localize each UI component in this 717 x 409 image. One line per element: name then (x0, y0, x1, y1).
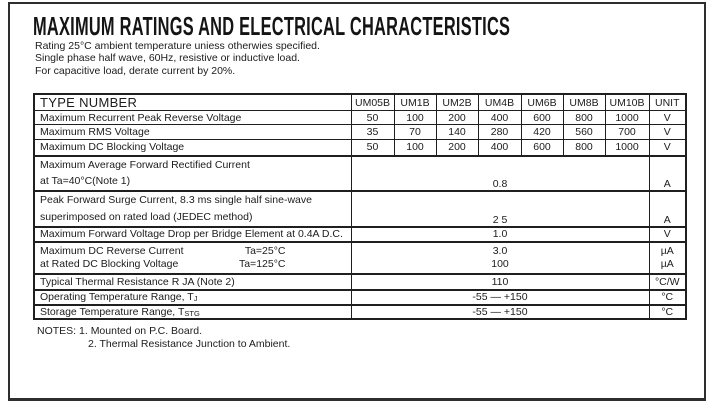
row-avg-forward-current: Maximum Average Forward Rectified Curren… (33, 154, 687, 191)
condition-line-2: Single phase half wave, 60Hz, resistive … (35, 52, 300, 65)
unit-cell: °C/W (648, 272, 687, 290)
unit-cell: V (648, 139, 687, 156)
value-cell: 1000 (604, 110, 650, 125)
param-subscript: J (193, 294, 198, 303)
param-cell: Storage Temperature Range, TSTG (33, 303, 352, 319)
value-line-1: 3.0 (492, 244, 508, 257)
rating-conditions: Rating 25°C ambient temperature uniess o… (35, 40, 320, 77)
row-dc-blocking-voltage: Maximum DC Blocking Voltage 50 100 200 4… (33, 139, 687, 156)
value-cell: 400 (477, 110, 522, 125)
unit-cell: °C (648, 303, 687, 319)
datasheet-page-frame: MAXIMUM RATINGS AND ELECTRICAL CHARACTER… (8, 2, 706, 401)
param-cell: Maximum RMS Voltage (33, 124, 352, 140)
notes-label: NOTES: (37, 325, 77, 337)
value-cell: 800 (562, 139, 606, 156)
value-cell: 420 (520, 124, 564, 140)
merged-value-cell: 1.0 (350, 225, 650, 242)
row-forward-voltage-drop: Maximum Forward Voltage Drop per Bridge … (33, 225, 687, 242)
col-header-um8b: UM8B (562, 93, 606, 111)
row-peak-reverse-voltage: Maximum Recurrent Peak Reverse Voltage 5… (33, 110, 687, 125)
col-header-um05b: UM05B (350, 93, 395, 111)
param-cell: Maximum Recurrent Peak Reverse Voltage (33, 110, 352, 125)
row-thermal-resistance: Typical Thermal Resistance R JA (Note 2)… (33, 272, 687, 290)
value-cell: 50 (350, 139, 395, 156)
row-operating-temperature: Operating Temperature Range, TJ -55 — +1… (33, 288, 687, 305)
value-cell: 400 (477, 139, 522, 156)
note-line-1: NOTES: 1. Mounted on P.C. Board. (37, 325, 290, 338)
param-line-1: Maximum Average Forward Rectified Curren… (40, 158, 250, 171)
param-cell: Maximum Average Forward Rectified Curren… (33, 154, 352, 191)
row-dc-reverse-current: Maximum DC Reverse Current Ta=25°C at Ra… (33, 240, 687, 274)
merged-value-cell: -55 — +150 (350, 288, 650, 305)
param-line-2: superimposed on rated load (JEDEC method… (40, 210, 253, 223)
value-cell: 600 (520, 139, 564, 156)
param-cell: Maximum Forward Voltage Drop per Bridge … (33, 225, 352, 242)
unit-line-2: µA (660, 257, 674, 270)
notes-block: NOTES: 1. Mounted on P.C. Board. 2. Ther… (37, 325, 290, 350)
param-subscript: STG (184, 308, 200, 318)
value-line-2: 100 (491, 257, 509, 270)
row-surge-current: Peak Forward Surge Current, 8.3 ms singl… (33, 189, 687, 227)
value-cell: 1000 (604, 139, 650, 156)
merged-value-cell: 110 (350, 272, 650, 290)
page-title: MAXIMUM RATINGS AND ELECTRICAL CHARACTER… (33, 11, 511, 41)
col-header-um1b: UM1B (393, 93, 437, 111)
param-cell: Typical Thermal Resistance R JA (Note 2) (33, 272, 352, 290)
note-2: 2. Thermal Resistance Junction to Ambien… (88, 337, 291, 350)
param-cell: Operating Temperature Range, TJ (33, 288, 352, 305)
param-line-1: Maximum DC Reverse Current (40, 244, 184, 257)
merged-value-cell: -55 — +150 (350, 303, 650, 319)
note-line-2: 2. Thermal Resistance Junction to Ambien… (88, 338, 290, 351)
value-cell: 560 (562, 124, 606, 140)
param-line-2: at Rated DC Blocking Voltage (40, 257, 179, 270)
row-storage-temperature: Storage Temperature Range, TSTG -55 — +1… (33, 303, 687, 319)
unit-cell: °C (648, 288, 687, 305)
param-cell: Maximum DC Blocking Voltage (33, 139, 352, 156)
unit-cell: V (648, 124, 687, 140)
merged-value-cell: 3.0 100 (350, 240, 650, 274)
value-cell: 200 (435, 139, 479, 156)
value-cell: 600 (520, 110, 564, 125)
value-cell: 280 (477, 124, 522, 140)
condition-ta125: Ta=125°C (238, 257, 286, 270)
merged-value-cell: 2 5 (350, 189, 650, 227)
param-cell: Peak Forward Surge Current, 8.3 ms singl… (33, 189, 352, 227)
value-cell: 100 (393, 110, 437, 125)
condition-ta25: Ta=25°C (244, 244, 286, 257)
col-header-unit: UNIT (648, 93, 687, 111)
param-cell: Maximum DC Reverse Current Ta=25°C at Ra… (33, 240, 352, 274)
col-header-um2b: UM2B (435, 93, 479, 111)
param-text: Storage Temperature Range, T (40, 305, 185, 318)
ratings-table: TYPE NUMBER UM05B UM1B UM2B UM4B UM6B UM… (33, 93, 687, 320)
col-header-um10b: UM10B (604, 93, 650, 111)
condition-line-3: For capacitive load, derate current by 2… (35, 64, 236, 77)
row-rms-voltage: Maximum RMS Voltage 35 70 140 280 420 56… (33, 124, 687, 140)
value-cell: 700 (604, 124, 650, 140)
unit-cell: µA µA (648, 240, 687, 274)
col-header-um4b: UM4B (477, 93, 522, 111)
unit-line-1: µA (660, 244, 674, 257)
condition-line-1: Rating 25°C ambient temperature uniess o… (35, 40, 320, 52)
note-1: 1. Mounted on P.C. Board. (79, 325, 202, 337)
value-cell: 50 (350, 110, 395, 125)
unit-cell: V (648, 225, 687, 242)
param-line-1: Peak Forward Surge Current, 8.3 ms singl… (40, 193, 312, 206)
table-header-row: TYPE NUMBER UM05B UM1B UM2B UM4B UM6B UM… (33, 93, 687, 111)
value-cell: 800 (562, 110, 606, 125)
param-line-2: at Ta=40°C(Note 1) (40, 174, 131, 187)
value-cell: 100 (393, 139, 437, 156)
merged-value-cell: 0.8 (350, 154, 650, 191)
unit-cell: A (648, 189, 687, 227)
col-header-type-number: TYPE NUMBER (33, 93, 352, 111)
value-cell: 70 (393, 124, 437, 140)
value-cell: 140 (435, 124, 479, 140)
value-cell: 200 (435, 110, 479, 125)
unit-cell: V (648, 110, 687, 125)
col-header-um6b: UM6B (520, 93, 564, 111)
param-text: Operating Temperature Range, T (40, 291, 194, 304)
value-cell: 35 (350, 124, 395, 140)
unit-cell: A (648, 154, 687, 191)
